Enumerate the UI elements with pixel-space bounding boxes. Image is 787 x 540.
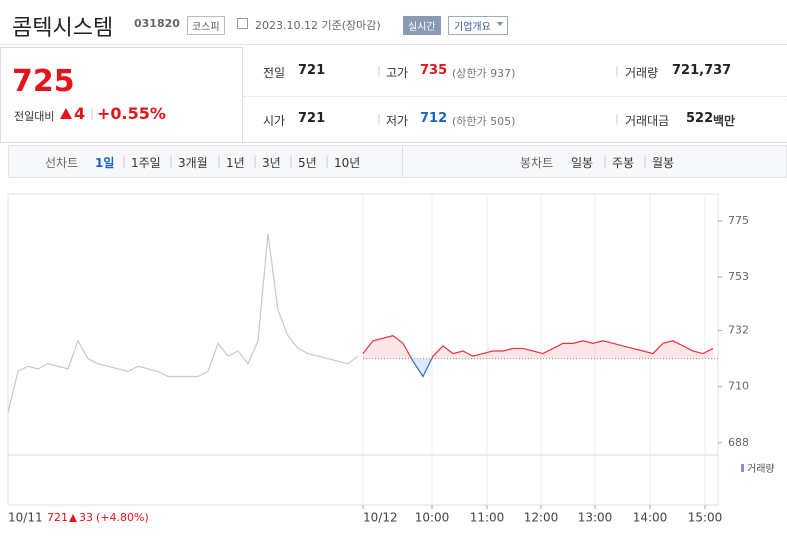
x-tick-label: 14:00: [633, 511, 668, 525]
current-price: 725: [12, 64, 75, 99]
stat-label: 저가: [386, 114, 409, 128]
separator: |: [615, 64, 619, 77]
stat-unit: 백만: [713, 114, 736, 128]
y-tick-label: 688: [728, 436, 749, 449]
price-box: [0, 47, 243, 143]
up-triangle: [60, 108, 72, 119]
period-tab[interactable]: 1일: [95, 156, 115, 170]
y-tick-label: 732: [728, 324, 749, 337]
today-line-down: [410, 358, 433, 378]
stat-value: 721,737: [672, 63, 732, 78]
tab-separator: |: [289, 154, 294, 168]
period-tab[interactable]: 3년: [262, 156, 281, 170]
stat-value: 522: [686, 111, 714, 126]
up-triangle: [69, 514, 77, 522]
stat-note: (상한가 937): [452, 67, 516, 80]
y-tick-label: 710: [728, 380, 749, 393]
date: 2023.10.12 기준(장마감): [255, 19, 381, 32]
tab-separator: |: [122, 154, 127, 168]
candle-tab[interactable]: 주봉: [612, 156, 635, 170]
period-tab[interactable]: 1년: [226, 156, 245, 170]
summary-price: 721: [47, 511, 68, 524]
separator: |: [377, 64, 381, 77]
period-tab[interactable]: 10년: [334, 156, 361, 170]
stock-code: 031820: [134, 17, 180, 30]
company-button[interactable]: 기업개요: [448, 16, 508, 35]
row-divider: [243, 96, 787, 97]
tab-separator: |: [325, 154, 330, 168]
period-tab[interactable]: 1주일: [131, 156, 161, 170]
dropdown-arrow: [497, 22, 503, 26]
change: 4: [74, 104, 86, 123]
x-tick-label: 13:00: [578, 511, 613, 525]
prev-day-line: [7, 233, 359, 413]
stat-label: 거래대금: [625, 114, 670, 128]
separator: |: [377, 112, 381, 125]
candle-tab[interactable]: 월봉: [652, 156, 675, 170]
x-tick-label: 10:00: [415, 511, 450, 525]
change-label: 전일대비: [14, 110, 55, 123]
stat-note: (하한가 505): [452, 115, 516, 128]
y-tick-label: 753: [728, 270, 749, 283]
tab-separator: |: [643, 154, 648, 168]
tab-separator: |: [217, 154, 222, 168]
separator: |: [615, 112, 619, 125]
summary-date: 10/11: [8, 511, 43, 525]
stock-name: 콤텍시스템: [12, 16, 114, 41]
candle-tab[interactable]: 일봉: [571, 156, 594, 170]
period-tab[interactable]: 3개월: [178, 156, 208, 170]
summary-rate: (+4.80%): [96, 511, 149, 524]
tab-separator: |: [169, 154, 174, 168]
tab-group-label: 선차트: [45, 156, 79, 170]
up-area: [363, 335, 713, 359]
stat-label: 고가: [386, 66, 409, 80]
legend-label: 거래량: [747, 463, 775, 475]
tab-divider: [402, 146, 403, 177]
x-tick-label: 10/12: [363, 511, 398, 525]
tab-separator: |: [603, 154, 608, 168]
stat-value: 721: [298, 111, 326, 126]
stat-label: 거래량: [625, 66, 659, 80]
market-badge: 코스피: [187, 16, 225, 35]
period-tab[interactable]: 5년: [298, 156, 317, 170]
summary-change: 33: [79, 511, 93, 524]
divider: [0, 44, 787, 45]
stat-value: 735: [420, 63, 448, 78]
stat-label: 시가: [263, 114, 286, 128]
tab-group-label: 봉차트: [520, 156, 554, 170]
today-line-up: [362, 335, 714, 359]
stat-label: 전일: [263, 66, 286, 80]
divider: [243, 142, 787, 143]
x-tick-label: 12:00: [524, 511, 559, 525]
realtime-button[interactable]: 실시간: [403, 16, 441, 35]
separator: |: [90, 106, 95, 120]
tab-bar: [8, 145, 787, 178]
stat-value: 721: [298, 63, 326, 78]
tab-separator: |: [253, 154, 258, 168]
legend-swatch: [741, 464, 744, 472]
y-tick-label: 775: [728, 214, 749, 227]
x-tick-label: 15:00: [688, 511, 723, 525]
calendar-icon: [237, 18, 248, 29]
stat-value: 712: [420, 111, 448, 126]
x-tick-label: 11:00: [470, 511, 505, 525]
change-rate: +0.55%: [97, 104, 166, 123]
